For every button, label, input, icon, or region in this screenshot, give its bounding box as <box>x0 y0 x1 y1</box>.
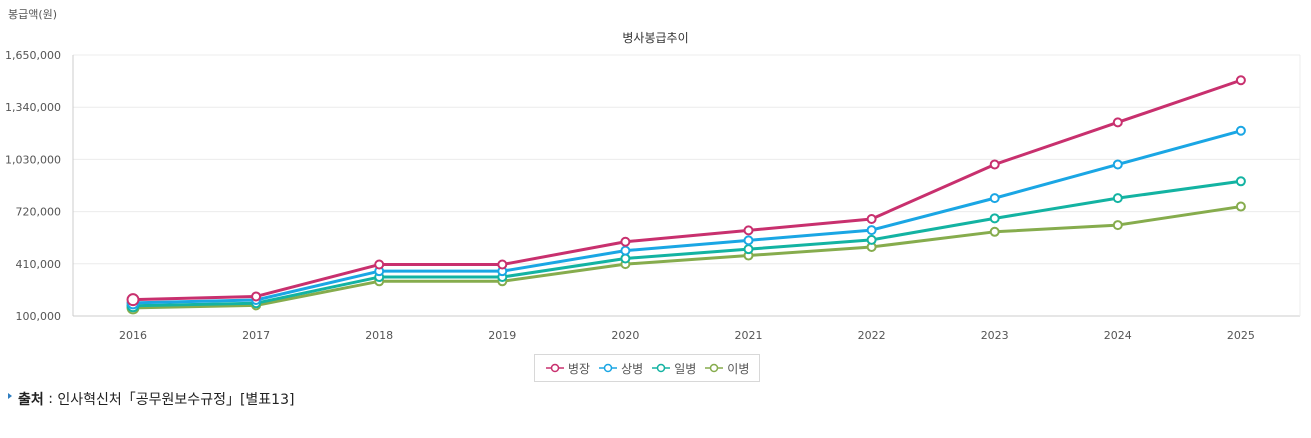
legend-item[interactable]: 병장 <box>545 360 590 377</box>
data-point[interactable] <box>126 293 140 307</box>
chart-legend: 병장 상병 일병 이병 <box>534 354 761 382</box>
data-point[interactable] <box>1112 117 1123 128</box>
data-point[interactable] <box>989 159 1000 170</box>
y-tick-label: 100,000 <box>16 310 62 323</box>
data-point[interactable] <box>620 253 631 264</box>
series-line <box>132 78 1242 302</box>
grid-lines <box>72 54 1301 317</box>
legend-marker-icon <box>705 363 724 373</box>
legend-item[interactable]: 일병 <box>651 360 696 377</box>
data-point[interactable] <box>989 226 1000 237</box>
legend-label: 이병 <box>727 361 750 376</box>
legend-label: 일병 <box>674 361 697 376</box>
legend-label: 상병 <box>621 361 644 376</box>
data-point[interactable] <box>1112 220 1123 231</box>
series-line <box>132 205 1242 310</box>
data-point[interactable] <box>1112 159 1123 170</box>
series-이병 <box>126 201 1246 315</box>
x-axis-ticks: 2016 2017 2018 2019 2020 2021 2022 2023 2024 2025 <box>119 329 1255 342</box>
legend-item[interactable]: 이병 <box>704 360 749 377</box>
x-tick-label: 2025 <box>1227 329 1255 342</box>
data-point[interactable] <box>989 213 1000 224</box>
source-label: 출처 <box>18 392 44 408</box>
data-point[interactable] <box>866 213 877 224</box>
bullet-icon <box>8 393 12 399</box>
x-tick-label: 2023 <box>981 329 1009 342</box>
series-line <box>132 179 1242 308</box>
data-point[interactable] <box>989 193 1000 204</box>
source-separator: : <box>43 391 58 407</box>
data-point[interactable] <box>1235 176 1246 187</box>
legend-marker-icon <box>599 363 618 373</box>
y-tick-label: 1,340,000 <box>5 101 61 114</box>
legend-marker-icon <box>546 363 564 373</box>
legend-label: 병장 <box>568 361 591 376</box>
series-병장 <box>126 75 1246 307</box>
data-point[interactable] <box>1235 201 1246 212</box>
data-point[interactable] <box>743 244 754 255</box>
data-point[interactable] <box>620 236 631 247</box>
legend-item[interactable]: 상병 <box>598 360 643 377</box>
chart-title: 병사봉급추이 <box>622 31 689 45</box>
x-tick-label: 2019 <box>488 329 516 342</box>
x-tick-label: 2016 <box>119 329 147 342</box>
series-상병 <box>126 125 1246 310</box>
x-tick-label: 2020 <box>611 329 639 342</box>
data-point[interactable] <box>1112 193 1123 204</box>
data-point[interactable] <box>743 235 754 246</box>
x-tick-label: 2021 <box>735 329 763 342</box>
x-tick-label: 2022 <box>858 329 886 342</box>
y-tick-label: 1,650,000 <box>5 49 61 62</box>
y-axis-ticks: 100,000 410,000 720,000 1,030,000 1,340,000 1… <box>5 49 61 323</box>
data-point[interactable] <box>497 259 508 270</box>
data-point[interactable] <box>743 225 754 236</box>
data-point[interactable] <box>374 259 385 270</box>
data-point[interactable] <box>866 225 877 236</box>
y-tick-label: 1,030,000 <box>5 153 61 166</box>
data-point[interactable] <box>866 234 877 245</box>
x-tick-label: 2017 <box>242 329 270 342</box>
y-tick-label: 720,000 <box>16 206 62 219</box>
y-tick-label: 410,000 <box>16 258 62 271</box>
data-point[interactable] <box>251 291 262 302</box>
data-point[interactable] <box>1235 75 1246 86</box>
legend-marker-icon <box>652 363 671 373</box>
y-axis-label: 봉급액(원) <box>8 8 58 21</box>
source-text: 인사혁신처「공무원보수규정」[별표13] <box>57 392 295 408</box>
data-point[interactable] <box>1235 125 1246 136</box>
source-note: 출처 : 인사혁신처「공무원보수규정」[별표13] <box>8 389 294 409</box>
x-tick-label: 2018 <box>365 329 393 342</box>
series-group <box>126 75 1246 315</box>
data-point[interactable] <box>620 245 631 256</box>
x-tick-label: 2024 <box>1104 329 1132 342</box>
series-line <box>132 129 1242 305</box>
